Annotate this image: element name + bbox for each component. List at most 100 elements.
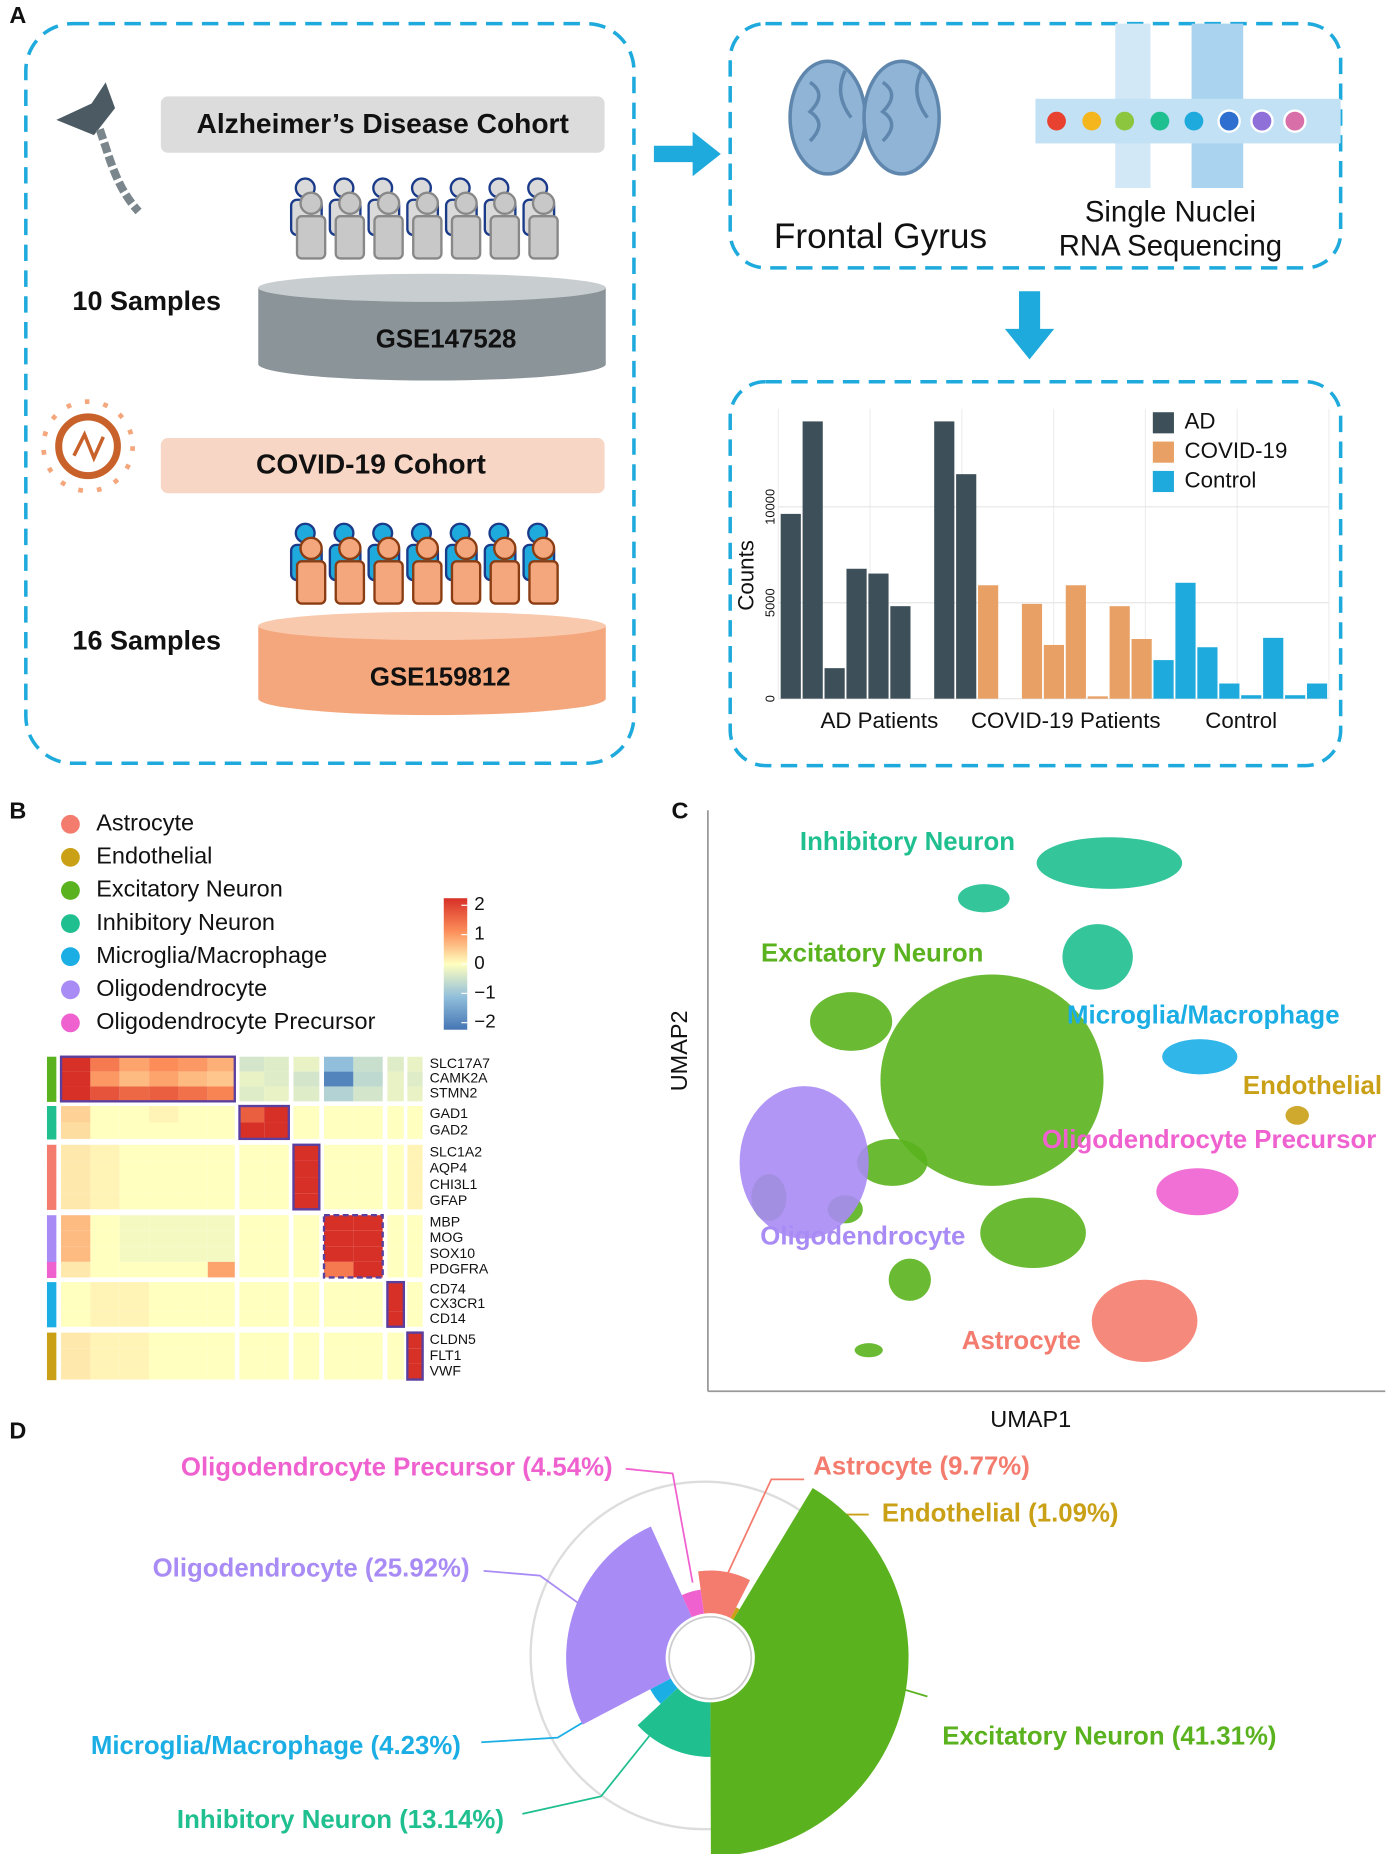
colorbar-label: 1 bbox=[474, 923, 484, 944]
heatmap-cell bbox=[178, 1311, 208, 1327]
heatmap-cell bbox=[178, 1144, 208, 1161]
person-head bbox=[415, 191, 440, 215]
heatmap-cell bbox=[119, 1106, 150, 1123]
cluster-blob bbox=[1062, 924, 1133, 990]
cluster-blob bbox=[880, 974, 1104, 1186]
heatmap-cell bbox=[239, 1246, 265, 1262]
bar bbox=[956, 474, 977, 699]
brain-folds bbox=[807, 69, 929, 143]
heatmap-cell bbox=[61, 1230, 91, 1247]
legend-dot bbox=[61, 814, 80, 834]
heatmap-cell bbox=[264, 1215, 289, 1231]
heatmap-cell bbox=[239, 1215, 265, 1231]
heatmap-cell bbox=[387, 1106, 404, 1123]
heatmap-cell bbox=[149, 1144, 179, 1161]
heatmap-cell bbox=[407, 1215, 423, 1231]
heatmap-cell bbox=[90, 1332, 120, 1349]
cluster-blob bbox=[1162, 1039, 1238, 1075]
row-color bbox=[46, 1106, 57, 1124]
heatmap-cell bbox=[324, 1071, 354, 1087]
droplet bbox=[1082, 111, 1102, 131]
rose-wedge bbox=[698, 1570, 751, 1619]
heatmap-cell bbox=[387, 1246, 404, 1262]
heatmap-cell bbox=[61, 1086, 91, 1102]
heatmap-cell bbox=[324, 1106, 354, 1123]
row-color bbox=[46, 1296, 57, 1313]
heatmap-cell bbox=[90, 1056, 120, 1072]
person-head bbox=[338, 191, 362, 215]
neuron-body bbox=[56, 82, 116, 136]
heatmap-cell bbox=[239, 1311, 265, 1327]
heatmap-cell bbox=[207, 1086, 235, 1102]
heatmap-cell bbox=[149, 1230, 179, 1247]
rose-label: Astrocyte (9.77%) bbox=[813, 1452, 1030, 1480]
heatmap-cell bbox=[119, 1215, 150, 1231]
heatmap-cell bbox=[90, 1246, 120, 1262]
sample-count: 16 Samples bbox=[72, 625, 221, 655]
heatmap-cell bbox=[407, 1261, 423, 1278]
legend-swatch bbox=[1152, 470, 1174, 493]
heatmap-cell bbox=[207, 1261, 235, 1278]
sample-count: 10 Samples bbox=[72, 286, 221, 316]
heatmap-cell bbox=[178, 1215, 208, 1231]
droplet bbox=[1047, 111, 1066, 131]
heatmap-cell bbox=[207, 1144, 235, 1161]
row-color bbox=[46, 1122, 57, 1140]
axis-label: UMAP2 bbox=[666, 1010, 692, 1091]
heatmap-cell bbox=[149, 1332, 179, 1349]
heatmap-cell bbox=[324, 1160, 354, 1178]
neuron-icon bbox=[56, 82, 142, 215]
bar bbox=[824, 668, 845, 699]
gene-label: SOX10 bbox=[430, 1245, 476, 1261]
legend-label: AD bbox=[1185, 409, 1216, 434]
heatmap-cell bbox=[90, 1363, 120, 1380]
cluster-blob bbox=[888, 1258, 931, 1301]
highlight-box bbox=[406, 1331, 424, 1381]
axon bbox=[95, 128, 142, 215]
heatmap-cell bbox=[119, 1282, 150, 1297]
row-color bbox=[46, 1282, 57, 1298]
heatmap-cell bbox=[178, 1160, 208, 1178]
rose-label: Excitatory Neuron (41.31%) bbox=[942, 1722, 1276, 1750]
gene-label: AQP4 bbox=[430, 1160, 468, 1176]
gene-label: GAD1 bbox=[430, 1105, 469, 1121]
heatmap-cell bbox=[387, 1144, 404, 1161]
heatmap-cell bbox=[178, 1056, 208, 1072]
heatmap-cell bbox=[353, 1332, 383, 1349]
heatmap-cell bbox=[61, 1106, 91, 1123]
heatmap-cell bbox=[61, 1348, 91, 1364]
legend-label: COVID-19 bbox=[1185, 438, 1288, 463]
highlight-box bbox=[238, 1104, 290, 1141]
heatmap-cell bbox=[178, 1261, 208, 1278]
cluster-label: Oligodendrocyte bbox=[760, 1222, 965, 1250]
heatmap-cell bbox=[264, 1106, 289, 1123]
heatmap-cell bbox=[149, 1106, 179, 1123]
legend-label: Astrocyte bbox=[96, 809, 194, 835]
cohort-title: Alzheimer’s Disease Cohort bbox=[196, 107, 569, 139]
virus-rna bbox=[72, 430, 105, 463]
heatmap-cell bbox=[387, 1311, 404, 1327]
heatmap-cell bbox=[90, 1193, 120, 1210]
heatmap-cell bbox=[239, 1193, 265, 1210]
heatmap-cell bbox=[407, 1106, 423, 1123]
person-body bbox=[373, 214, 404, 260]
heatmap-cell bbox=[119, 1144, 150, 1161]
heatmap-cell bbox=[293, 1261, 320, 1278]
heatmap-cell bbox=[387, 1261, 404, 1278]
heatmap-cell bbox=[207, 1056, 235, 1072]
heatmap-cell bbox=[119, 1086, 150, 1102]
heatmap-cell bbox=[178, 1246, 208, 1262]
cluster-blob bbox=[1036, 837, 1183, 889]
rose-label: Oligodendrocyte (25.92%) bbox=[153, 1555, 470, 1583]
heatmap-cell bbox=[387, 1215, 404, 1231]
person-head bbox=[454, 191, 478, 215]
y-tick-label: 0 bbox=[763, 695, 778, 702]
heatmap-cell bbox=[207, 1246, 235, 1262]
heatmap-cell bbox=[178, 1230, 208, 1247]
colorbar bbox=[443, 898, 468, 1030]
panel-label: B bbox=[9, 798, 26, 824]
droplet bbox=[1217, 109, 1241, 133]
cluster-blob bbox=[980, 1197, 1086, 1269]
heatmap-cell bbox=[239, 1086, 265, 1102]
